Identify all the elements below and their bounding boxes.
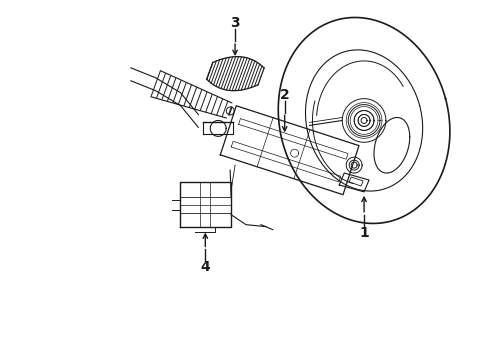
Text: 3: 3: [230, 16, 240, 30]
Text: 4: 4: [200, 260, 210, 274]
Text: 1: 1: [359, 226, 369, 240]
Text: 2: 2: [280, 88, 290, 102]
